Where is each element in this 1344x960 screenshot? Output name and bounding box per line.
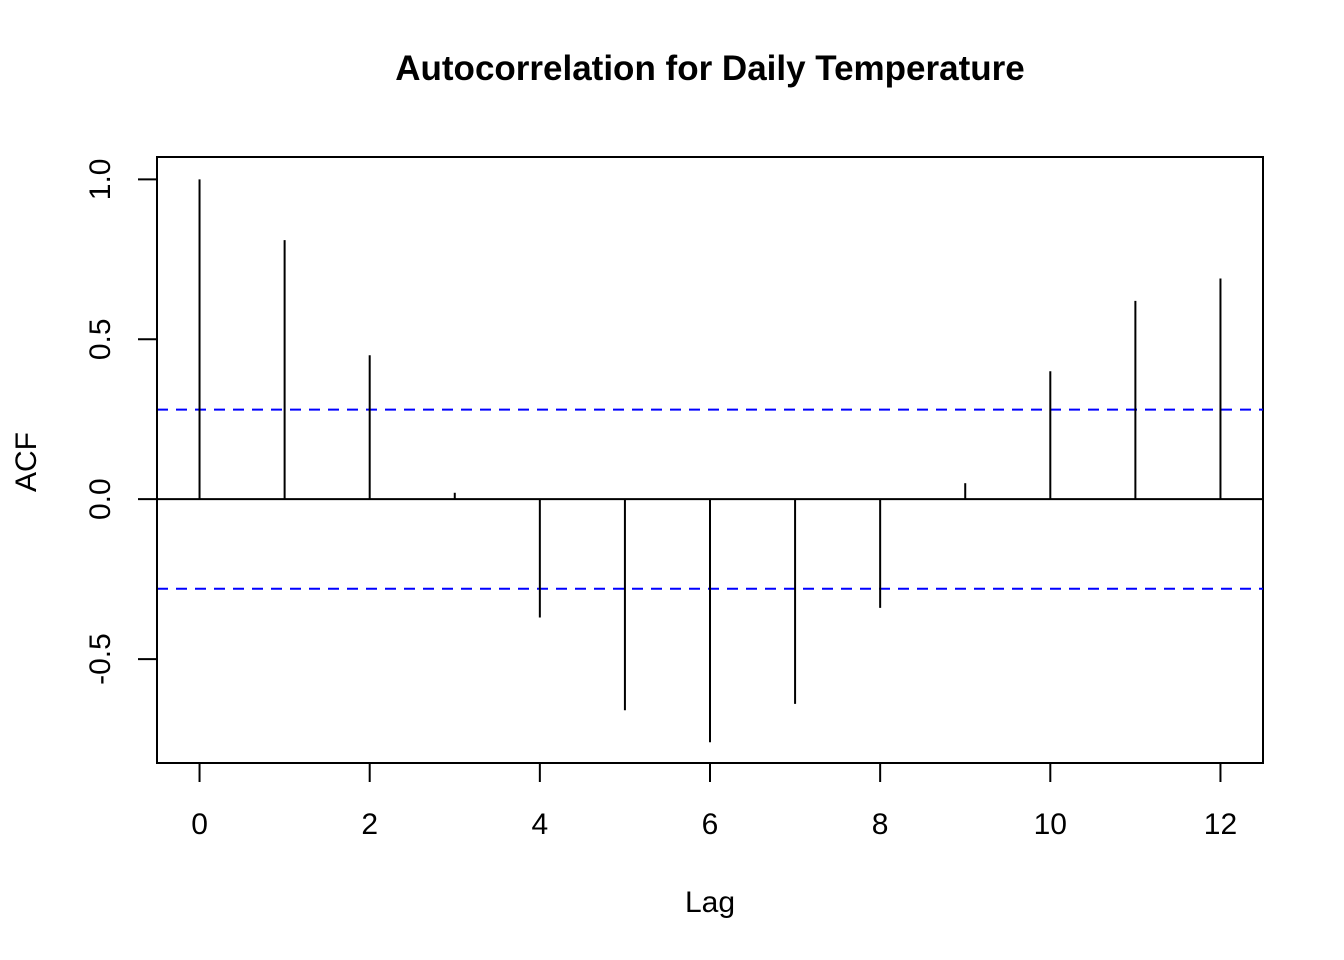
- x-tick-label-12: 12: [1204, 808, 1237, 841]
- x-tick-label-10: 10: [1034, 808, 1067, 841]
- y-axis: -0.5 0.0 0.5 1.0: [84, 159, 158, 685]
- x-tick-label-4: 4: [532, 808, 549, 841]
- y-axis-label: ACF: [10, 432, 43, 492]
- chart-title: Autocorrelation for Daily Temperature: [395, 49, 1024, 88]
- x-tick-label-2: 2: [361, 808, 378, 841]
- x-axis: 0 2 4 6 8 10 12: [191, 762, 1237, 841]
- acf-bars: [198, 179, 1222, 743]
- x-axis-label: Lag: [685, 886, 735, 919]
- y-tick-label-1: 1.0: [84, 159, 117, 201]
- x-tick-label-0: 0: [191, 808, 208, 841]
- x-tick-label-6: 6: [702, 808, 719, 841]
- x-tick-label-8: 8: [872, 808, 889, 841]
- y-tick-label--0.5: -0.5: [84, 633, 117, 685]
- y-tick-label-0.5: 0.5: [84, 318, 117, 360]
- y-tick-label-0: 0.0: [84, 478, 117, 520]
